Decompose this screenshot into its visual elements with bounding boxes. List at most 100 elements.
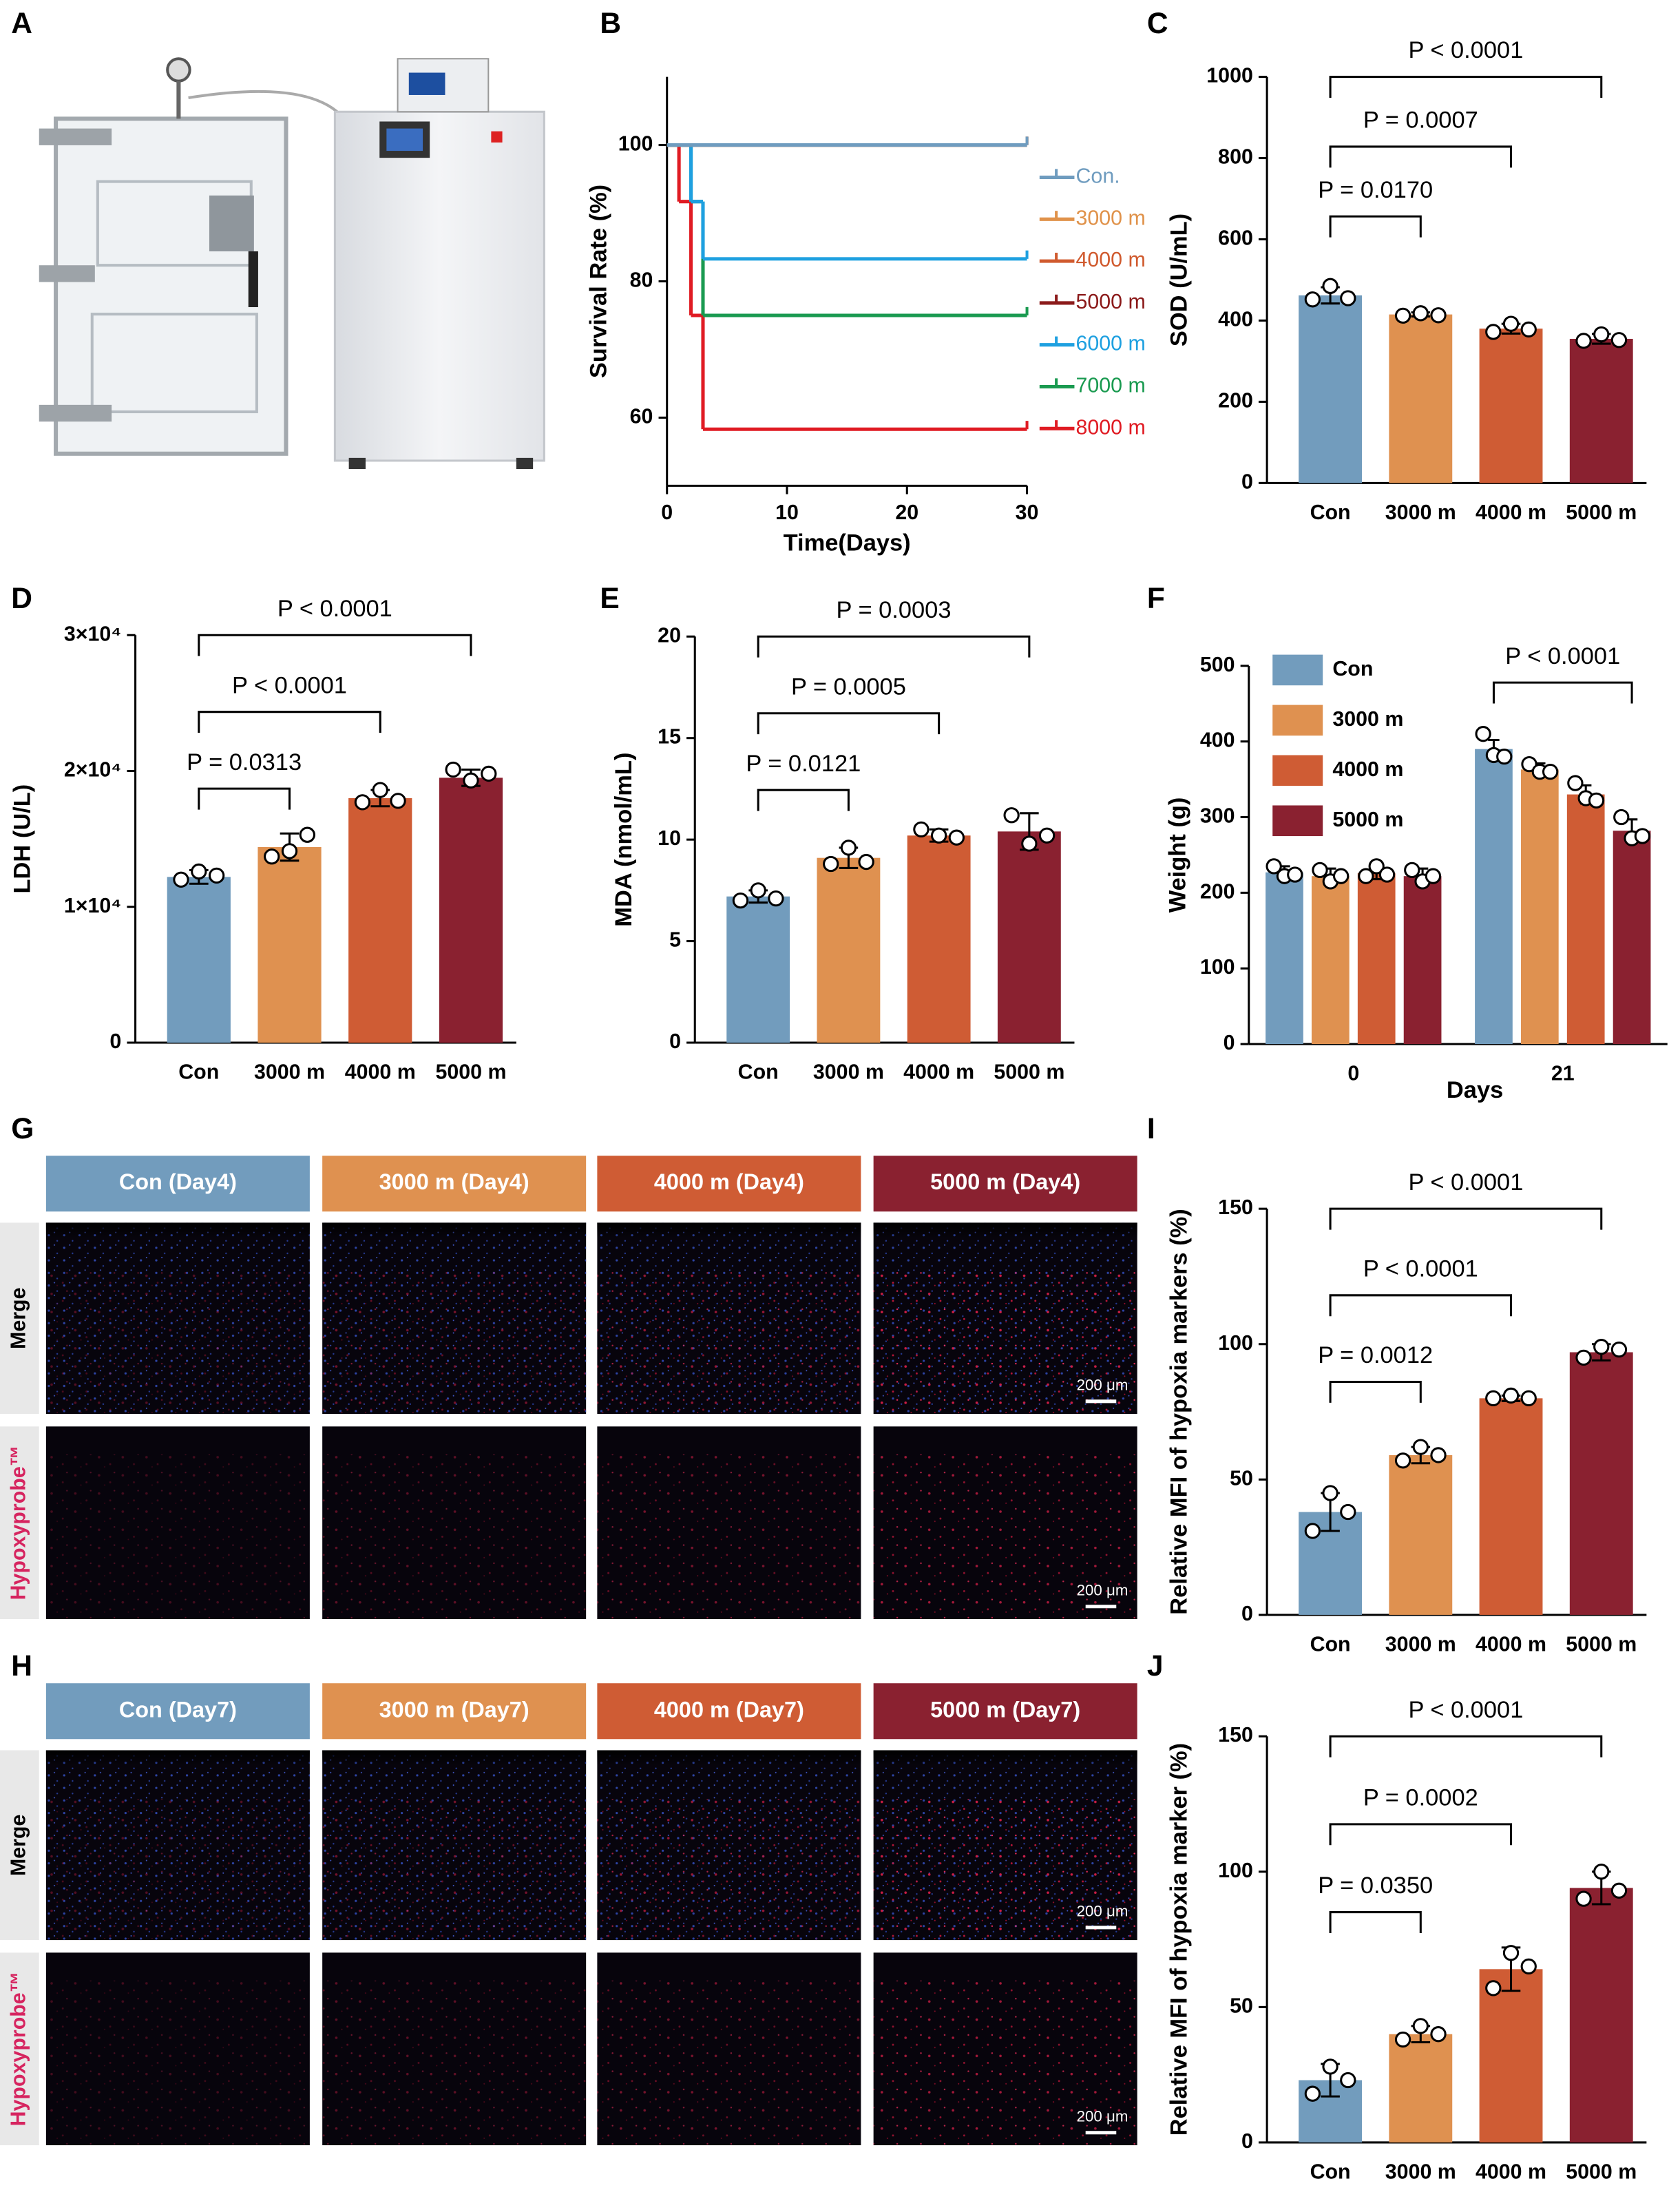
y-tick-label: 100 bbox=[618, 132, 653, 156]
y-tick-label: 100 bbox=[1218, 1331, 1253, 1355]
data-point bbox=[1394, 1452, 1411, 1469]
row-label-box bbox=[0, 1426, 39, 1619]
legend-label: 5000 m bbox=[1332, 808, 1403, 831]
bar bbox=[1389, 314, 1453, 483]
y-tick-label: 0 bbox=[1224, 1031, 1235, 1054]
column-header-label: 5000 m (Day4) bbox=[930, 1169, 1080, 1194]
row-label: Hypoxyprobe™ bbox=[6, 1446, 30, 1600]
legend-label: 5000 m bbox=[1075, 290, 1145, 313]
y-tick-label: 200 bbox=[1200, 879, 1235, 903]
data-point bbox=[858, 853, 874, 870]
bar bbox=[1479, 1398, 1543, 1615]
bar bbox=[1569, 1352, 1633, 1615]
significance-bracket bbox=[757, 789, 850, 811]
data-point bbox=[1496, 748, 1513, 765]
significance-bracket bbox=[1329, 1735, 1603, 1758]
significance-bracket bbox=[757, 635, 1031, 658]
y-tick-label: 50 bbox=[1230, 1466, 1253, 1490]
bar bbox=[1613, 831, 1651, 1045]
x-tick-label: 5000 m bbox=[1566, 2160, 1637, 2184]
data-point bbox=[372, 782, 388, 798]
significance-label: P < 0.0001 bbox=[277, 596, 392, 622]
data-point bbox=[1610, 1341, 1628, 1358]
data-point bbox=[1575, 333, 1592, 349]
legend-label: 4000 m bbox=[1332, 758, 1403, 781]
row-label-box bbox=[0, 1222, 39, 1415]
column-header bbox=[873, 1156, 1137, 1212]
panel-label: I bbox=[1147, 1112, 1155, 1145]
x-tick-label: 0 bbox=[1347, 1062, 1359, 1085]
y-tick-label: 500 bbox=[1200, 653, 1235, 676]
data-point bbox=[930, 827, 947, 844]
significance-bracket bbox=[1329, 76, 1603, 98]
x-tick-label: 30 bbox=[1016, 501, 1039, 524]
data-point bbox=[481, 765, 497, 782]
column-header bbox=[597, 1156, 861, 1212]
y-tick-label: 15 bbox=[658, 725, 681, 749]
data-point bbox=[1475, 726, 1491, 742]
micrograph-signal bbox=[873, 1980, 1137, 2145]
data-point bbox=[1485, 1390, 1502, 1407]
y-tick-label: 0 bbox=[1241, 470, 1253, 493]
data-point bbox=[1593, 326, 1610, 343]
data-point bbox=[1430, 307, 1447, 324]
data-point bbox=[208, 867, 225, 884]
micrograph-signal bbox=[322, 1980, 587, 2145]
scale-bar-label: 200 μm bbox=[1077, 1581, 1128, 1598]
data-point bbox=[1485, 324, 1502, 340]
micrograph-signal bbox=[45, 1980, 310, 2145]
x-tick-label: 4000 m bbox=[1476, 1633, 1546, 1656]
micrograph-signal bbox=[873, 1454, 1137, 1619]
data-point bbox=[1575, 1349, 1592, 1366]
data-point bbox=[1567, 775, 1584, 791]
data-point bbox=[1521, 755, 1537, 773]
x-tick-label: 0 bbox=[661, 501, 673, 524]
y-axis-label: Weight (g) bbox=[1165, 797, 1191, 913]
column-header-label: Con (Day7) bbox=[119, 1697, 237, 1722]
significance-label: P < 0.0001 bbox=[1505, 643, 1620, 669]
column-header-label: 3000 m (Day7) bbox=[379, 1697, 529, 1722]
significance-label: P < 0.0001 bbox=[1363, 1255, 1478, 1282]
data-point bbox=[1312, 862, 1328, 879]
bar bbox=[1569, 338, 1633, 483]
y-axis-label: LDH (U/L) bbox=[10, 784, 36, 894]
micrograph-edge bbox=[597, 1222, 861, 1415]
panel-label: G bbox=[11, 1112, 34, 1145]
micrograph-signal bbox=[322, 1454, 587, 1619]
data-point bbox=[823, 855, 839, 873]
panel-label: E bbox=[600, 582, 619, 615]
y-tick-label: 100 bbox=[1200, 955, 1235, 979]
column-header bbox=[45, 1683, 310, 1740]
legend-label: 7000 m bbox=[1075, 374, 1145, 397]
data-point bbox=[390, 793, 406, 809]
significance-label: P < 0.0001 bbox=[1408, 1169, 1523, 1196]
data-point bbox=[1588, 792, 1605, 809]
y-tick-label: 400 bbox=[1200, 729, 1235, 752]
y-tick-label: 400 bbox=[1218, 307, 1253, 331]
micrograph-signal bbox=[45, 1454, 310, 1619]
legend-swatch bbox=[1272, 705, 1323, 736]
data-point bbox=[768, 890, 784, 907]
legend-label: 3000 m bbox=[1075, 206, 1145, 229]
data-point bbox=[1542, 763, 1559, 780]
legend-label: Con. bbox=[1075, 165, 1120, 188]
data-point bbox=[1304, 1523, 1321, 1539]
data-point bbox=[1613, 809, 1630, 826]
data-point bbox=[1003, 807, 1020, 824]
bar bbox=[907, 835, 971, 1043]
data-point bbox=[840, 840, 857, 856]
significance-bracket bbox=[1329, 1207, 1603, 1230]
y-tick-label: 150 bbox=[1218, 1723, 1253, 1746]
data-point bbox=[1340, 290, 1356, 306]
data-point bbox=[1378, 866, 1396, 883]
data-point bbox=[1502, 1387, 1520, 1404]
bar bbox=[1403, 876, 1442, 1045]
y-tick-label: 20 bbox=[658, 623, 681, 647]
micrograph-edge bbox=[45, 1750, 310, 1941]
bar bbox=[997, 831, 1061, 1043]
micrograph-edge bbox=[45, 1222, 310, 1415]
bar bbox=[1569, 1888, 1633, 2142]
significance-label: P = 0.0012 bbox=[1318, 1342, 1433, 1368]
y-tick-label: 0 bbox=[669, 1030, 681, 1053]
y-axis-label: MDA (nmol/mL) bbox=[611, 753, 637, 927]
